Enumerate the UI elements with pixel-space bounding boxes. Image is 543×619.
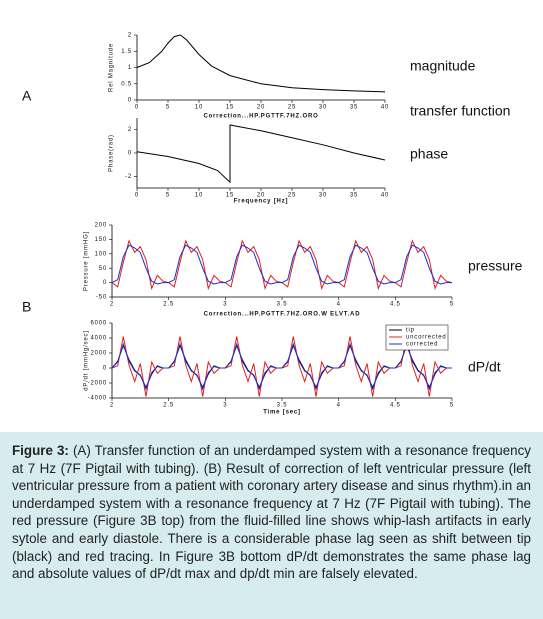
x-axis-label: Time [sec] — [263, 410, 301, 416]
legend-label: uncorrected — [406, 335, 447, 341]
legend-box — [385, 324, 449, 351]
y-tick-label: -2000 — [88, 381, 107, 387]
caption-label: Figure 3: — [12, 443, 69, 458]
caption-text: (A) Transfer function of an underdamped … — [12, 443, 531, 582]
x-tick-label: 30 — [319, 105, 327, 111]
y-tick-label: 0.5 — [121, 81, 132, 87]
series-line — [136, 124, 386, 184]
x-tick-label: 15 — [226, 193, 234, 199]
y-axis-label: Phase(rad) — [109, 134, 115, 172]
x-tick-label: 25 — [288, 193, 296, 199]
y-tick-label: 100 — [95, 251, 107, 257]
side-label: dP/dt — [468, 359, 501, 375]
x-tick-label: 2 — [110, 302, 114, 308]
x-tick-label: 15 — [226, 105, 234, 111]
x-tick-label: 40 — [381, 105, 389, 111]
x-tick-label: 2.5 — [163, 403, 174, 409]
y-axis-label: Pressure [mmHG] — [84, 231, 90, 291]
y-axis-label: dP/dt [mmHg/sec] — [84, 330, 90, 390]
y-tick-label: 0 — [103, 366, 107, 372]
x-tick-label: 10 — [195, 105, 203, 111]
side-label: pressure — [468, 258, 523, 274]
x-tick-label: 20 — [257, 193, 265, 199]
x-tick-label: 4.5 — [390, 403, 401, 409]
x-tick-label: 20 — [257, 105, 265, 111]
panel-label: B — [22, 299, 31, 315]
x-tick-label: 4.5 — [390, 302, 401, 308]
x-axis-label: Correction...HP.PGTTF.7HZ.ORO — [203, 114, 318, 120]
caption: Figure 3: (A) Transfer function of an un… — [0, 432, 543, 619]
side-label: transfer function — [410, 103, 510, 119]
y-tick-label: 150 — [95, 237, 107, 243]
y-tick-label: -2 — [125, 174, 132, 180]
y-tick-label: -50 — [96, 295, 107, 301]
x-tick-label: 2 — [110, 403, 114, 409]
figure: A B magnitude transfer function phase pr… — [22, 33, 523, 416]
x-tick-label: 2.5 — [163, 302, 174, 308]
y-tick-label: 6000 — [90, 321, 107, 327]
x-tick-label: 0 — [135, 105, 139, 111]
y-tick-label: 0 — [128, 151, 132, 157]
panel-label: A — [22, 88, 32, 104]
x-tick-label: 30 — [319, 193, 327, 199]
x-tick-label: 35 — [350, 105, 358, 111]
y-tick-label: 2000 — [90, 351, 107, 357]
x-tick-label: 3 — [223, 403, 227, 409]
y-tick-label: 0 — [128, 98, 132, 104]
y-tick-label: 2 — [128, 33, 132, 39]
y-tick-label: 50 — [99, 266, 107, 272]
x-tick-label: 4 — [337, 302, 341, 308]
y-tick-label: 0 — [103, 280, 107, 286]
x-tick-label: 3.5 — [277, 403, 288, 409]
x-axis-label: Frequency [Hz] — [234, 199, 289, 205]
series-line — [111, 244, 452, 285]
legend-label: tip — [406, 328, 415, 334]
x-tick-label: 25 — [288, 105, 296, 111]
x-tick-label: 5 — [166, 193, 170, 199]
series-line — [111, 344, 452, 389]
y-tick-label: 1 — [128, 65, 132, 71]
x-tick-label: 5 — [450, 403, 454, 409]
y-tick-label: 4000 — [90, 336, 107, 342]
y-axis-label: Rel Magnitude — [109, 43, 115, 92]
side-label: magnitude — [410, 58, 476, 74]
y-tick-label: 1.5 — [121, 49, 132, 55]
y-tick-label: 200 — [95, 223, 107, 229]
side-label: phase — [410, 146, 448, 162]
series-line — [111, 239, 453, 291]
legend-label: corrected — [406, 342, 438, 348]
series-line — [136, 34, 386, 93]
x-axis-label: Correction...HP.PGTTF.7HZ.ORO.W ELVT.AD — [204, 312, 361, 318]
x-tick-label: 10 — [195, 193, 203, 199]
x-tick-label: 35 — [350, 193, 358, 199]
x-tick-label: 0 — [135, 193, 139, 199]
x-tick-label: 3 — [223, 302, 227, 308]
y-tick-label: 2 — [128, 127, 132, 133]
x-tick-label: 5 — [166, 105, 170, 111]
x-tick-label: 40 — [381, 193, 389, 199]
x-tick-label: 4 — [337, 403, 341, 409]
x-tick-label: 3.5 — [277, 302, 288, 308]
x-tick-label: 5 — [450, 302, 454, 308]
y-tick-label: -4000 — [88, 396, 107, 402]
series-line — [111, 342, 452, 391]
